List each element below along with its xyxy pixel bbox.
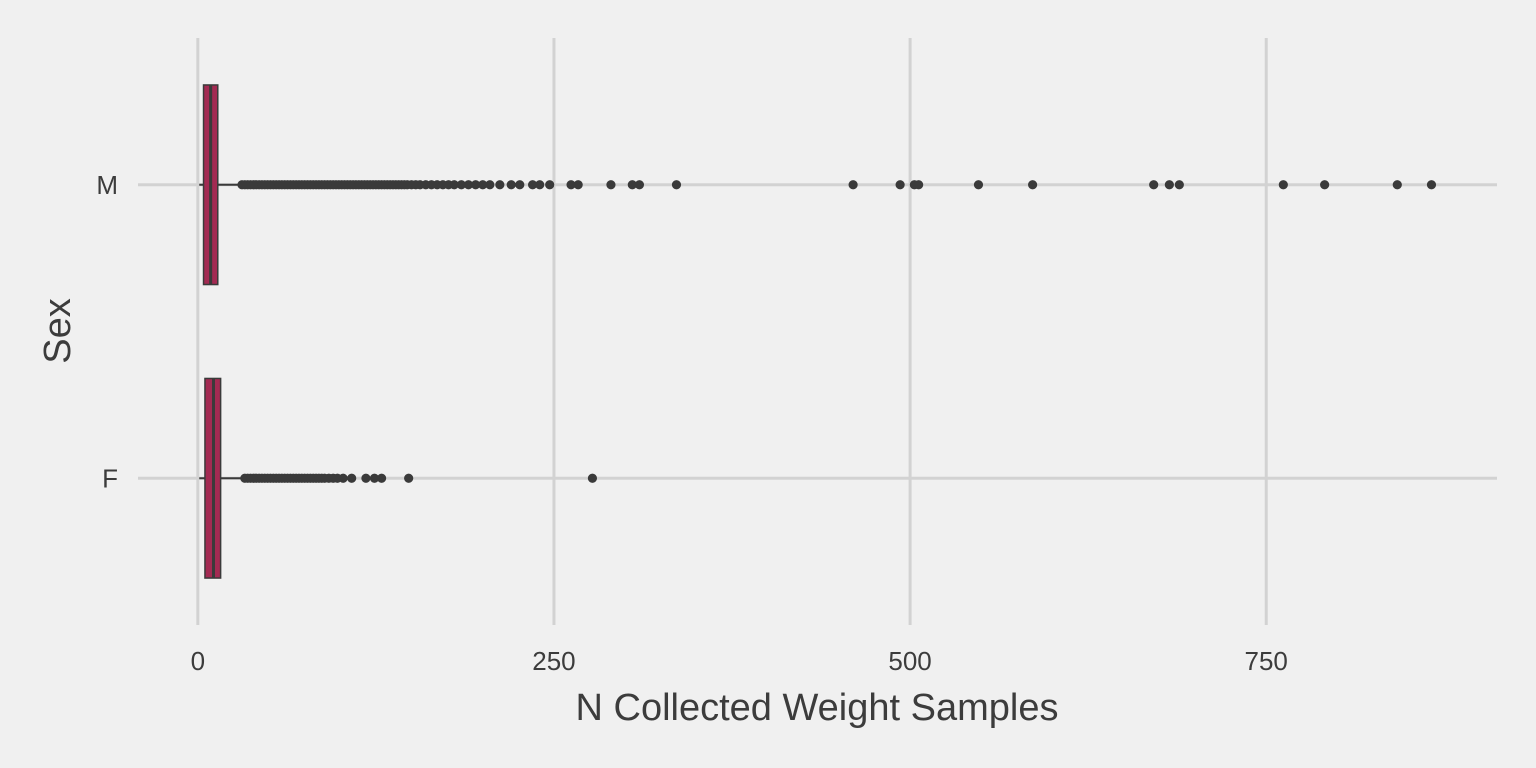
outlier-point (914, 180, 924, 190)
outlier-point (1320, 180, 1330, 190)
outlier-point (478, 180, 488, 190)
x-axis-title: N Collected Weight Samples (576, 687, 1059, 729)
boxes (199, 84, 244, 579)
outlier-point (369, 473, 380, 483)
outlier-point (545, 180, 555, 190)
outlier-point (471, 180, 481, 190)
outlier-point (527, 180, 538, 190)
outlier-point (634, 180, 645, 190)
outlier-point (1278, 180, 1288, 190)
x-tick-label: 250 (532, 646, 575, 676)
outlier-point (347, 473, 357, 483)
tick-labels: 0 250 500 750 F M (96, 170, 1288, 676)
outlier-point (1149, 180, 1159, 190)
outlier-point (627, 180, 637, 190)
outlier-point (1028, 180, 1038, 190)
outlier-point (1174, 180, 1184, 190)
x-tick-label: 750 (1245, 646, 1288, 676)
outlier-point (895, 180, 905, 190)
outlier-point (1426, 180, 1437, 190)
outlier-point (535, 180, 545, 190)
outlier-point (587, 473, 598, 483)
outlier-point (456, 180, 466, 190)
x-tick-label: 500 (888, 646, 931, 676)
outlier-point (449, 180, 459, 190)
outlier-point (573, 180, 583, 190)
outlier-points (237, 180, 1437, 483)
outlier-point (1392, 180, 1402, 190)
outlier-point (361, 473, 371, 483)
outlier-point (506, 180, 516, 190)
outlier-point (973, 180, 984, 190)
outlier-point (404, 473, 414, 483)
outlier-point (463, 180, 474, 190)
outlier-point (566, 180, 576, 190)
outlier-point (376, 473, 387, 483)
outlier-point (848, 180, 858, 190)
y-axis-title: Sex (37, 298, 79, 363)
y-tick-label: F (102, 463, 118, 493)
outlier-point (606, 180, 616, 190)
x-tick-label: 0 (191, 646, 205, 676)
outlier-point (338, 473, 348, 483)
outlier-point (1164, 180, 1174, 190)
outlier-point (495, 180, 505, 190)
outlier-point (515, 180, 525, 190)
outlier-point (485, 180, 495, 190)
y-tick-label: M (96, 170, 118, 200)
outlier-point (671, 180, 682, 190)
